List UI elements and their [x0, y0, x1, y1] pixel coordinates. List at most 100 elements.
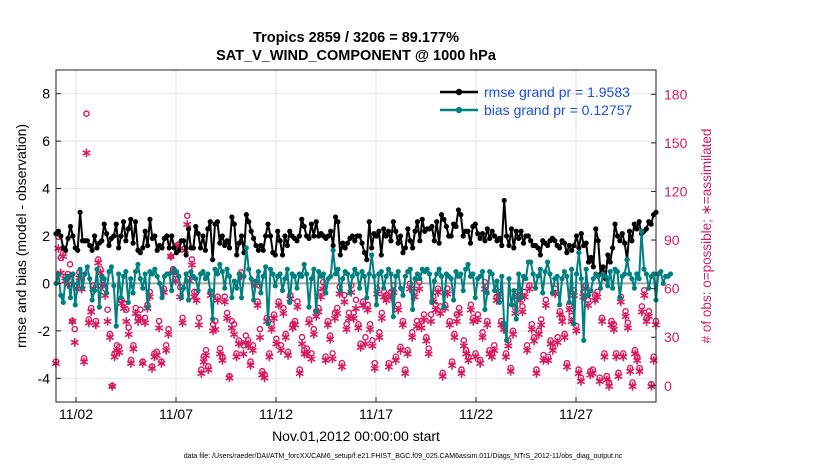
- rmse-point: [313, 219, 319, 225]
- rmse-point: [77, 209, 83, 215]
- obs-assimilated-marker: ∗: [210, 322, 221, 337]
- obs-assimilated-marker: ∗: [247, 343, 258, 358]
- rmse-point: [629, 238, 635, 244]
- bias-point: [231, 278, 237, 284]
- bias-point: [183, 271, 189, 277]
- bias-point: [224, 266, 230, 272]
- obs-assimilated-marker: ∗: [383, 359, 394, 374]
- rmse-point: [306, 235, 312, 241]
- rmse-point: [104, 231, 110, 237]
- bias-point: [299, 273, 305, 279]
- obs-assimilated-marker: ∗: [533, 326, 544, 341]
- obs-possible-marker: [205, 363, 212, 370]
- obs-possible-marker: [537, 316, 545, 323]
- chart-title-line1: Tropics 2859 / 3206 = 89.177%: [253, 30, 459, 46]
- obs-possible-marker: [648, 380, 655, 388]
- x-axis-ticks: 11/02 11/07 11/12 11/17 11/22 11/27: [59, 397, 593, 422]
- bias-point: [166, 271, 172, 277]
- obs-possible-marker: [631, 346, 639, 354]
- obs-possible-marker: [92, 317, 100, 325]
- obs-assimilated-marker: ∗: [489, 343, 500, 358]
- obs-assimilated-marker: ∗: [430, 302, 441, 317]
- obs-possible-marker: [359, 298, 367, 305]
- obs-possible-marker: [139, 358, 147, 365]
- bias-point: [477, 273, 483, 279]
- obs-possible-marker: [462, 346, 470, 354]
- rmse-point: [412, 228, 418, 234]
- obs-assimilated-marker: ∗: [632, 352, 643, 367]
- obs-assimilated-marker: ∗: [158, 284, 169, 299]
- series-lines: [53, 197, 674, 343]
- obs-possible-marker: [626, 364, 634, 372]
- obs-assimilated-marker: ∗: [301, 346, 312, 361]
- obs-possible-marker: [270, 311, 278, 318]
- obs-assimilated-marker: ∗: [426, 314, 437, 329]
- bias-point: [504, 337, 510, 343]
- obs-assimilated-marker: ∗: [320, 352, 331, 367]
- obs-assimilated-marker: ∗: [597, 314, 608, 329]
- rmse-point: [91, 233, 98, 239]
- obs-possible-marker: [329, 350, 336, 357]
- rmse-point: [234, 252, 240, 258]
- rmse-point: [335, 219, 341, 225]
- rmse-point: [164, 233, 170, 239]
- obs-possible-marker: [261, 371, 268, 378]
- bias-point: [624, 257, 630, 263]
- bias-point: [210, 316, 216, 322]
- rmse-point: [193, 223, 199, 230]
- obs-possible-marker: [383, 291, 390, 299]
- obs-assimilated-marker: ∗: [231, 349, 242, 364]
- bias-point: [132, 268, 139, 275]
- rmse-point: [499, 242, 505, 249]
- bias-point: [304, 271, 310, 277]
- rmse-point: [612, 221, 618, 227]
- bias-point: [108, 264, 115, 270]
- obs-assimilated-marker: ∗: [322, 317, 333, 332]
- left-tick-label: 0: [42, 275, 50, 291]
- bias-point: [287, 299, 293, 305]
- bias-point: [279, 287, 286, 294]
- obs-possible-marker: [483, 317, 491, 325]
- rmse-point: [489, 228, 495, 234]
- rmse-point: [588, 254, 594, 260]
- bias-point: [193, 276, 199, 282]
- obs-assimilated-marker: ∗: [524, 281, 535, 296]
- rmse-point: [171, 245, 177, 251]
- legend-bias-label: bias grand pr = 0.12757: [484, 102, 632, 118]
- obs-possible-marker: [165, 325, 172, 333]
- obs-possible-marker: [401, 366, 409, 373]
- bias-point: [357, 285, 363, 291]
- bias-point: [306, 304, 312, 310]
- right-tick-label: 180: [664, 86, 688, 102]
- bias-point: [154, 273, 160, 279]
- obs-assimilated-marker: ∗: [191, 292, 202, 307]
- bias-point: [94, 266, 100, 272]
- rmse-point: [434, 219, 440, 225]
- bias-point: [337, 287, 343, 294]
- rmse-point: [400, 250, 406, 256]
- rmse-point: [120, 219, 127, 225]
- bias-point: [617, 295, 623, 301]
- rmse-point: [231, 221, 237, 227]
- obs-assimilated-marker: ∗: [564, 302, 575, 317]
- bias-point: [101, 276, 107, 282]
- obs-assimilated-marker: ∗: [273, 297, 284, 312]
- bias-point: [140, 285, 146, 291]
- rmse-point: [605, 252, 611, 258]
- rmse-point: [349, 233, 355, 239]
- bias-point: [472, 295, 478, 301]
- obs-possible-marker: [310, 325, 318, 333]
- obs-possible-marker: [141, 314, 149, 322]
- obs-possible-marker: [434, 285, 442, 292]
- rmse-point: [94, 245, 100, 251]
- bias-point: [176, 273, 182, 279]
- rmse-point: [263, 233, 269, 239]
- y-axis-right-label: # of obs: o=possible; ∗=assimilated: [699, 129, 714, 344]
- obs-assimilated-marker: ∗: [233, 336, 244, 351]
- obs-possible-marker: [275, 298, 282, 305]
- obs-assimilated-marker: ∗: [264, 349, 275, 364]
- obs-assimilated-marker: ∗: [402, 346, 413, 361]
- obs-possible-marker: [476, 356, 484, 364]
- obs-assimilated-marker: ∗: [62, 276, 73, 291]
- obs-assimilated-marker: ∗: [355, 339, 366, 354]
